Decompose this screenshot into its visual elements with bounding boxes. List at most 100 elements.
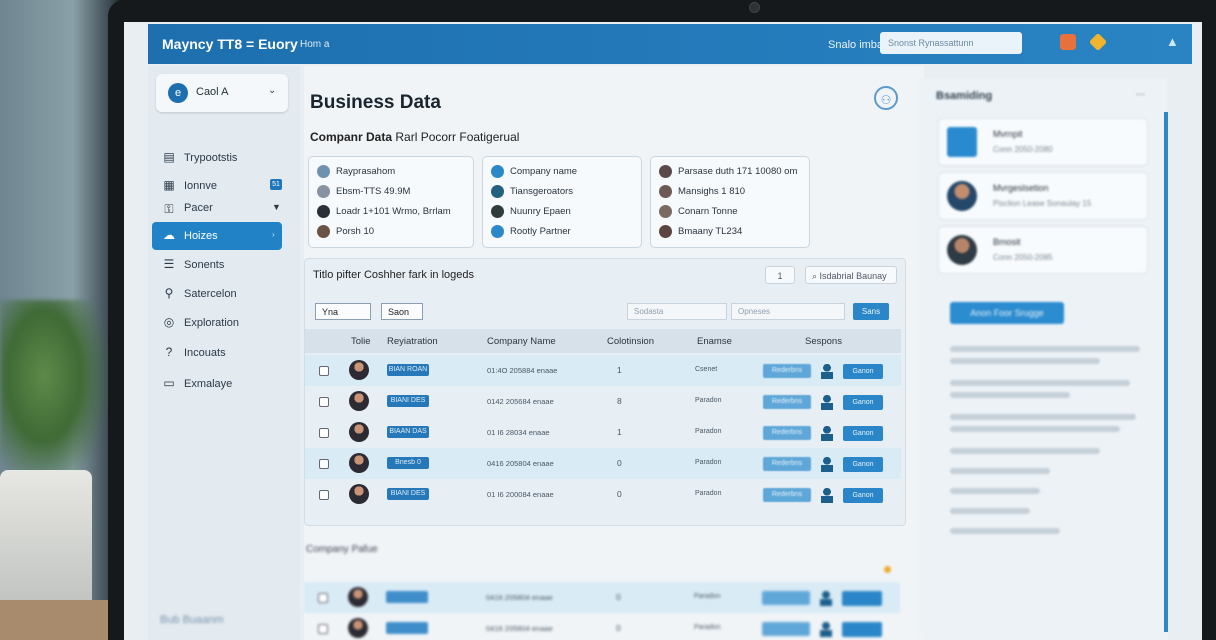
workspace-selector[interactable]: e Caol A ⌄ xyxy=(156,74,288,112)
options-input[interactable]: Opneses xyxy=(731,303,845,320)
avatar xyxy=(659,205,672,218)
plant-pot-image xyxy=(0,470,92,610)
row-checkbox[interactable] xyxy=(319,428,329,438)
row-checkbox[interactable] xyxy=(319,490,329,500)
row-secondary-button[interactable]: Rederbns xyxy=(763,426,811,440)
row-action-button[interactable]: Ganon xyxy=(843,364,883,379)
table-row[interactable]: BIANI DES 01 I6 200084 enaae 0 Paradon R… xyxy=(305,479,901,510)
sidebar-item-8[interactable]: ? Incouats xyxy=(152,339,282,367)
text-placeholder xyxy=(950,488,1040,494)
activity-subtitle: Conn 2050-2085 xyxy=(993,253,1053,262)
company-name: 01 I6 200084 enaae xyxy=(487,490,554,499)
row-action-button[interactable]: Ganon xyxy=(843,488,883,503)
column-header[interactable]: Reyiatration xyxy=(387,336,438,347)
column-header[interactable]: Sespons xyxy=(805,336,842,347)
row-checkbox[interactable] xyxy=(319,366,329,376)
row-status: Csenet xyxy=(695,366,717,373)
row-action-button[interactable]: Ganon xyxy=(843,457,883,472)
row-checkbox[interactable] xyxy=(319,397,329,407)
primary-action-button[interactable]: Anon Foor Srugge xyxy=(950,302,1064,324)
sidebar-item-5[interactable]: ☰ Sonents xyxy=(152,251,282,279)
registration-tag xyxy=(386,622,428,634)
table-row[interactable]: 0416 205804 enaae 0 Paradon xyxy=(304,613,900,640)
table-row[interactable]: BIANI DES 0142 205684 enaae 8 Paradon Re… xyxy=(305,386,901,417)
sidebar-item-label: Exploration xyxy=(184,317,239,329)
sidebar-item-4[interactable]: ☁ Hoizes › xyxy=(152,222,282,250)
page-number-input[interactable]: 1 xyxy=(765,266,795,284)
row-secondary-button[interactable] xyxy=(762,591,810,605)
cloud-icon[interactable]: ▲ xyxy=(1166,34,1182,50)
avatar xyxy=(659,185,672,198)
global-search-input[interactable]: Snonst Rynassattunn xyxy=(880,32,1022,54)
activity-card[interactable]: Mvrnpit Conn 2050-2080 xyxy=(938,118,1148,166)
row-status: Paradon xyxy=(695,428,721,435)
sidebar-item-7[interactable]: ◎ Exploration xyxy=(152,309,282,337)
webcam-icon xyxy=(749,2,760,13)
row-checkbox[interactable] xyxy=(318,624,328,634)
column-header[interactable]: Tolie xyxy=(351,336,371,347)
text-placeholder xyxy=(950,448,1100,454)
info-card: Rayprasahom Ebsm-TTS 49.9M Loadr 1+101 W… xyxy=(308,156,474,248)
sidebar-footer[interactable]: Bub Buaanm xyxy=(160,614,224,626)
activity-card[interactable]: Bmosit Conn 2050-2085 xyxy=(938,226,1148,274)
card-field: Company name xyxy=(491,165,577,178)
card-field-text: Parsase duth 171 10080 om xyxy=(678,166,797,177)
table-row[interactable]: 0416 205804 enaae 0 Paradon xyxy=(304,582,900,613)
card-field-text: Company name xyxy=(510,166,577,177)
table-row[interactable]: BIAAN DAS 01 I6 28034 enaae 1 Paradon R… xyxy=(305,417,901,448)
person-icon xyxy=(821,425,833,441)
notification-icon[interactable] xyxy=(1060,34,1076,50)
sidebar-item-6[interactable]: ⚲ Satercelon xyxy=(152,280,282,308)
card-field: Rayprasahom xyxy=(317,165,395,178)
filter-input-status[interactable]: Saon xyxy=(381,303,423,320)
row-count: 0 xyxy=(616,592,621,602)
table-row[interactable]: Bnesb 0 0416 205804 enaae 0 Paradon Rede… xyxy=(305,448,901,479)
row-checkbox[interactable] xyxy=(319,459,329,469)
row-secondary-button[interactable]: Rederbns xyxy=(763,395,811,409)
sidebar-item-1[interactable]: ▤ Trypootstis xyxy=(152,144,282,172)
activity-card[interactable]: Mvrgeslsetion Pisclion Lease Sonaulay 15 xyxy=(938,172,1148,220)
row-action-button[interactable] xyxy=(842,622,882,637)
cloud-icon: ☁ xyxy=(162,228,176,242)
workspace-logo-icon: e xyxy=(168,83,188,103)
more-icon[interactable]: ... xyxy=(1136,86,1145,98)
text-placeholder xyxy=(950,414,1136,420)
row-action-button[interactable] xyxy=(842,591,882,606)
table-header: Tolie Reyiatration Company Name Colotins… xyxy=(305,329,901,353)
sidebar-item-9[interactable]: ▭ Exmalaye xyxy=(152,370,282,398)
card-field: Rootly Partner xyxy=(491,225,571,238)
row-action-button[interactable]: Ganon xyxy=(843,395,883,410)
text-placeholder xyxy=(950,528,1060,534)
star-icon[interactable] xyxy=(1089,33,1107,51)
section-subtitle: Rarl Pocorr Foatigerual xyxy=(395,130,519,144)
row-action-button[interactable]: Ganon xyxy=(843,426,883,441)
row-status: Paradon xyxy=(694,624,720,631)
row-secondary-button[interactable]: Rederbns xyxy=(763,457,811,471)
row-secondary-button[interactable]: Rederbns xyxy=(763,488,811,502)
text-placeholder xyxy=(950,380,1130,386)
activity-title: Mvrnpit xyxy=(993,129,1023,139)
row-checkbox[interactable] xyxy=(318,593,328,603)
text-placeholder xyxy=(950,508,1030,514)
column-header[interactable]: Colotinsion xyxy=(607,336,654,347)
profile-icon[interactable]: ⚇ xyxy=(874,86,898,110)
column-header[interactable]: Enamse xyxy=(697,336,732,347)
person-icon xyxy=(820,590,832,606)
activity-subtitle: Conn 2050-2080 xyxy=(993,145,1053,154)
home-link[interactable]: Hom a xyxy=(300,39,329,50)
top-filter-dropdown[interactable]: ⌕ Isdabrial Baunay xyxy=(805,266,897,284)
filter-input-type[interactable]: Ynа xyxy=(315,303,371,320)
row-secondary-button[interactable]: Rederbns xyxy=(763,364,811,378)
column-header[interactable]: Company Name xyxy=(487,336,556,347)
search-input[interactable]: Sodasta xyxy=(627,303,727,320)
sidebar-item-3[interactable]: ⚿ Pacer ▼ xyxy=(152,196,282,224)
registration-tag: Bnesb 0 xyxy=(387,457,429,469)
person-icon xyxy=(821,487,833,503)
row-secondary-button[interactable] xyxy=(762,622,810,636)
search-button[interactable]: Sans xyxy=(853,303,889,320)
table-row[interactable]: BIAN ROAN 01:4O 205884 enaae 1 Csenet Re… xyxy=(305,355,901,386)
card-field-text: Ebsm-TTS 49.9M xyxy=(336,186,410,197)
avatar xyxy=(491,185,504,198)
scrollbar[interactable] xyxy=(1164,112,1168,632)
table-title: Titlo pifter Coshher fark in logeds xyxy=(313,269,474,281)
